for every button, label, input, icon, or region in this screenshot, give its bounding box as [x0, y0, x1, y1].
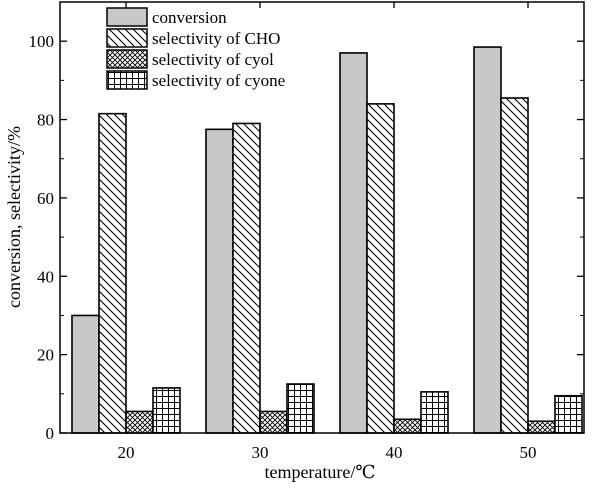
bar-conversion-20 — [71, 314, 100, 434]
y-tick-label: 0 — [46, 424, 55, 443]
x-tick-label: 40 — [386, 443, 403, 462]
x-axis-label: temperature/℃ — [264, 462, 375, 482]
bar-selectivity-of-cho-30 — [232, 122, 261, 434]
legend-label: selectivity of cyol — [152, 50, 274, 69]
legend-label: conversion — [152, 8, 227, 27]
plot-frame — [59, 1, 585, 434]
bar-selectivity-of-cyone-50 — [554, 394, 583, 434]
bar-selectivity-of-cyone-30 — [286, 383, 315, 434]
legend-label: selectivity of cyone — [152, 71, 285, 90]
x-ticks: 20 30 40 50 — [118, 2, 537, 462]
bar-selectivity-of-cyol-40 — [393, 418, 422, 434]
y-tick-label: 20 — [37, 346, 54, 365]
legend-label: selectivity of CHO — [152, 29, 280, 48]
bar-selectivity-of-cyone-40 — [420, 391, 449, 434]
bar-selectivity-of-cyol-20 — [125, 410, 154, 434]
bar-conversion-40 — [339, 52, 368, 434]
bar-selectivity-of-cyol-30 — [259, 410, 288, 434]
bar-conversion-50 — [473, 46, 502, 434]
bar-conversion-30 — [205, 128, 234, 434]
y-ticks: 0 20 40 60 80 100 — [29, 32, 584, 443]
legend-swatch — [106, 70, 148, 90]
x-tick-label: 20 — [118, 443, 135, 462]
y-tick-label: 60 — [37, 189, 54, 208]
x-tick-label: 30 — [252, 443, 269, 462]
x-tick-label: 50 — [520, 443, 537, 462]
legend: conversion selectivity of CHO selectivity … — [106, 7, 285, 90]
bar-selectivity-of-cho-20 — [98, 112, 127, 434]
legend-swatch — [106, 28, 148, 48]
bar-selectivity-of-cho-50 — [500, 97, 529, 434]
y-tick-label: 40 — [37, 267, 54, 286]
legend-swatch — [106, 49, 148, 69]
bar-selectivity-of-cyone-20 — [152, 387, 181, 434]
bar-selectivity-of-cyol-50 — [527, 420, 556, 434]
legend-swatch — [106, 7, 148, 27]
y-tick-label: 80 — [37, 111, 54, 130]
bars-layer — [71, 46, 583, 434]
y-tick-label: 100 — [29, 32, 55, 51]
bar-selectivity-of-cho-40 — [366, 103, 395, 434]
y-axis-label: conversion, selectivity/% — [4, 126, 24, 308]
